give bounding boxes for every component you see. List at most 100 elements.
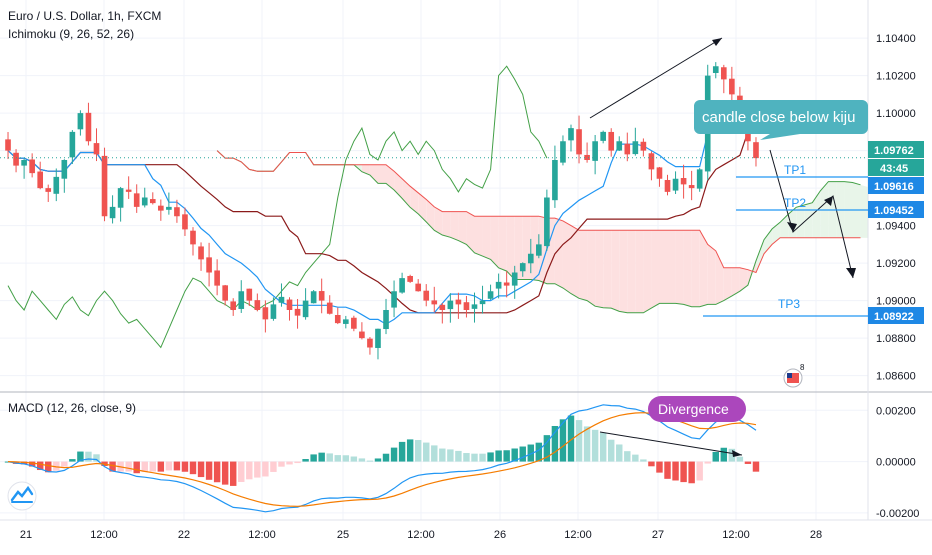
- macd-hist-bar: [28, 461, 36, 467]
- macd-hist-bar: [527, 444, 535, 462]
- tp1-price-text: 1.09616: [874, 181, 914, 193]
- macd-hist-bar: [752, 461, 760, 472]
- candle-body: [85, 112, 92, 142]
- candle-body: [447, 300, 454, 310]
- macd-axis[interactable]: 0.00200 0.00000 -0.00200: [876, 405, 919, 520]
- cloud-segment: [635, 230, 644, 313]
- macd-hist-bar: [310, 454, 317, 462]
- signal-line: [7, 412, 757, 507]
- time-tick-label: 12:00: [722, 529, 750, 541]
- macd-hist-bar: [471, 453, 478, 462]
- candle-body: [568, 128, 574, 141]
- news-flag-icon[interactable]: 8: [783, 362, 808, 388]
- divergence-arrow: [599, 431, 743, 456]
- price-tick-label: 1.10000: [876, 108, 916, 120]
- macd-hist-bar: [93, 454, 100, 462]
- candle-body: [439, 304, 446, 310]
- candle-body: [519, 263, 526, 272]
- time-axis[interactable]: 21 12:00 22 12:00 25 12:00 26 12:00 27 12:00 28: [20, 529, 822, 541]
- cloud-segment: [796, 205, 805, 238]
- cloud-segment: [554, 218, 563, 288]
- tp2-price-label: 1.09452: [868, 201, 924, 218]
- candle-body: [536, 244, 542, 256]
- macd-line: [7, 404, 757, 513]
- macd-hist-bar: [61, 461, 68, 467]
- cloud-segment: [755, 239, 765, 273]
- macd-hist-bar: [246, 461, 253, 480]
- callout-text: candle close below kiju: [702, 109, 855, 126]
- candle-body: [383, 310, 389, 330]
- candle-body: [664, 179, 671, 192]
- macd-tick-label: 0.00200: [876, 405, 916, 417]
- symbol-title: Euro / U.S. Dollar, 1h, FXCM: [8, 9, 161, 23]
- cloud-segment: [739, 267, 748, 292]
- macd-hist-bar: [648, 461, 655, 467]
- divergence-callout[interactable]: Divergence: [648, 396, 746, 422]
- macd-hist-bar: [221, 461, 229, 485]
- macd-hist-bar: [495, 450, 502, 462]
- macd-hist-bar: [535, 442, 543, 462]
- candle-body: [407, 275, 413, 282]
- candle-body: [431, 300, 438, 305]
- cloud-segment: [651, 230, 660, 309]
- candle-body: [616, 141, 623, 151]
- kijun-callout[interactable]: candle close below kiju: [694, 100, 868, 140]
- macd-hist-bar: [551, 425, 559, 462]
- cloud-segment: [603, 230, 612, 309]
- candle-body: [53, 176, 60, 194]
- cloud-segment: [860, 184, 869, 238]
- candles[interactable]: [5, 62, 759, 360]
- macd-hist-bar: [181, 461, 189, 472]
- candle-body: [455, 299, 462, 305]
- last-price-label: 1.09762: [868, 141, 924, 158]
- macd-hist-bar: [431, 445, 438, 462]
- cloud-segment: [369, 164, 378, 184]
- macd-hist-bar: [125, 461, 132, 472]
- ichimoku-lines: [7, 65, 861, 349]
- macd-hist-bar: [519, 446, 526, 462]
- divergence-arrowhead: [732, 450, 742, 457]
- cloud-segment: [691, 230, 700, 307]
- macd-hist-bar: [77, 451, 84, 462]
- time-tick-label: 21: [20, 529, 32, 541]
- tp3-price-label: 1.08922: [868, 307, 924, 324]
- macd-hist-bar: [656, 461, 663, 473]
- candle-body: [503, 282, 510, 286]
- macd-hist-bar: [318, 452, 325, 462]
- macd-hist-bar: [350, 456, 358, 462]
- lagging-span: [7, 65, 548, 349]
- cloud-segment: [562, 220, 571, 294]
- countdown-label: 43:45: [868, 159, 924, 176]
- price-tick-label: 1.09200: [876, 258, 916, 270]
- candle-body: [13, 152, 19, 166]
- candle-body: [391, 291, 397, 308]
- macd-hist-bar: [599, 432, 607, 462]
- macd-hist-bar: [447, 449, 454, 462]
- macd-hist-bar: [109, 461, 116, 472]
- candle-body: [29, 159, 35, 174]
- price-tick-label: 1.08800: [876, 333, 916, 345]
- candle-body: [600, 131, 606, 141]
- candle-body: [511, 272, 518, 286]
- candle-body: [656, 167, 663, 179]
- candle-body: [158, 205, 164, 211]
- tradingview-logo[interactable]: [7, 481, 37, 511]
- cloud-segment: [490, 216, 499, 268]
- ichimoku-label: Ichimoku (9, 26, 52, 26): [8, 27, 134, 41]
- svg-text:8: 8: [800, 363, 805, 372]
- candle-body: [584, 154, 590, 160]
- candle-body: [326, 302, 333, 314]
- candle-body: [109, 206, 116, 219]
- macd-hist-bar: [607, 439, 615, 462]
- candle-body: [149, 199, 156, 204]
- cloud-segment: [723, 267, 732, 301]
- candle-body: [318, 291, 325, 301]
- macd-hist-bar: [664, 461, 671, 479]
- projection-arrows: [769, 149, 854, 279]
- candle-body: [198, 246, 204, 260]
- macd-hist-bar: [133, 461, 140, 474]
- cloud-segment: [731, 267, 740, 296]
- macd-hist-bar: [616, 444, 623, 462]
- cloud-segment: [410, 186, 419, 214]
- cloud-segment: [579, 230, 588, 301]
